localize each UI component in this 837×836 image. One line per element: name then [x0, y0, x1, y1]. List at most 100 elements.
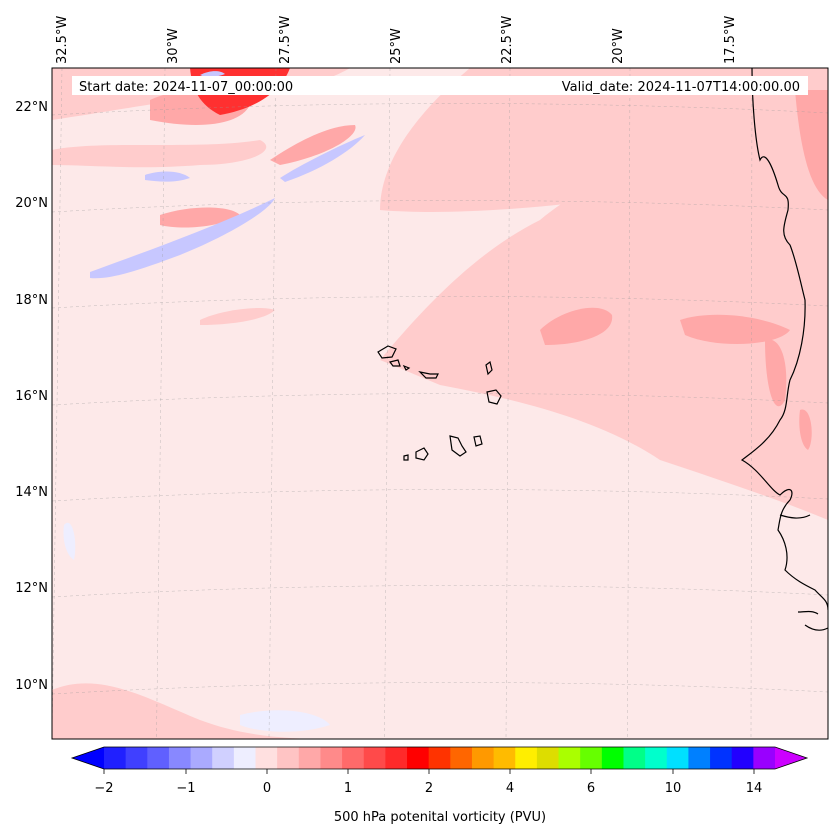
- pv-blob-negative-5: [63, 522, 76, 560]
- africa-coastline: [740, 68, 828, 611]
- lat-label-10n: 10°N: [15, 678, 48, 693]
- parallel-gridline: [52, 585, 828, 598]
- meridian-gridline: [750, 68, 753, 739]
- colorbar-cell: [688, 747, 711, 769]
- colorbar-cell: [645, 747, 668, 769]
- colorbar-cell: [753, 747, 776, 769]
- island-santiago: [449, 435, 467, 457]
- colorbar-cell: [277, 747, 300, 769]
- colorbar-cell: [385, 747, 408, 769]
- colorbar-cell: [666, 747, 689, 769]
- meridian-gridline: [156, 68, 166, 739]
- colorbar-cell: [298, 747, 321, 769]
- colorbar-cell: [623, 747, 646, 769]
- lat-label-18n: 18°N: [15, 293, 48, 308]
- colorbar-cell: [212, 747, 235, 769]
- colorbar: −2 −1 0 1 2 4 6 10 14 500 hPa potenital vorticit…: [70, 746, 809, 825]
- pv-patch-3: [795, 90, 828, 200]
- meridian-gridline: [268, 68, 277, 739]
- parallel-gridline: [52, 393, 828, 406]
- colorbar-min-extension: [72, 747, 104, 769]
- longitude-labels: 32.5°W 30°W 27.5°W 25°W 22.5°W 20°W 17.5…: [55, 16, 738, 64]
- africa-coast-inlet: [779, 514, 828, 631]
- colorbar-cell: [255, 747, 278, 769]
- pv-patch-1: [540, 307, 613, 345]
- parallel-gridline: [52, 296, 828, 309]
- pv-region-east: [380, 68, 828, 520]
- colorbar-tick-label: 14: [746, 781, 763, 796]
- colorbar-cell: [407, 747, 430, 769]
- colorbar-tick-label: 0: [263, 781, 271, 796]
- lon-label-20w: 20°W: [611, 28, 626, 64]
- colorbar-max-extension: [775, 747, 807, 769]
- colorbar-title: 500 hPa potenital vorticity (PVU): [334, 810, 546, 825]
- parallel-gridline: [52, 103, 828, 116]
- colorbar-ticks: −2 −1 0 1 2 4 6 10 14: [94, 769, 762, 796]
- valid-date-label: Valid_date: 2024-11-07T14:00:00.00: [562, 80, 800, 95]
- pv-patch-4: [765, 339, 787, 407]
- start-date-label: Start date: 2024-11-07_00:00:00: [79, 80, 293, 95]
- pv-streak-positive-3: [270, 125, 356, 165]
- lat-label-12n: 12°N: [15, 581, 48, 596]
- lat-label-22n: 22°N: [15, 100, 48, 115]
- colorbar-cell: [580, 747, 603, 769]
- pv-streak-negative-3: [145, 171, 190, 182]
- colorbar-cell: [731, 747, 754, 769]
- island-sao-nicolau: [418, 371, 439, 379]
- lon-label-27.5w: 27.5°W: [278, 16, 293, 64]
- header-box: [72, 76, 808, 95]
- colorbar-cell: [125, 747, 148, 769]
- island-santa-luzia: [402, 364, 411, 371]
- pv-region-south-west: [52, 683, 330, 739]
- lon-label-25w: 25°W: [389, 28, 404, 64]
- pv-streak-negative-4: [200, 71, 225, 78]
- lon-label-32.5w: 32.5°W: [55, 16, 70, 64]
- parallel-gridline: [52, 200, 828, 213]
- gridlines: [52, 68, 828, 739]
- colorbar-tick-label: 2: [425, 781, 433, 796]
- lat-label-16n: 16°N: [15, 389, 48, 404]
- island-boa-vista: [486, 389, 502, 405]
- meridian-gridline: [627, 68, 631, 739]
- colorbar-cell: [428, 747, 451, 769]
- lat-label-20n: 20°N: [15, 196, 48, 211]
- parallel-gridline: [52, 489, 828, 502]
- pv-streak-negative-2: [280, 135, 365, 182]
- latitude-labels: 22°N 20°N 18°N 16°N 14°N 12°N 10°N: [15, 100, 48, 693]
- pv-streak-negative-1: [90, 198, 275, 279]
- colorbar-tick-label: 6: [587, 781, 595, 796]
- map-panel: Start date: 2024-11-07_00:00:00 Valid_da…: [52, 68, 828, 739]
- colorbar-tick-label: −1: [176, 781, 195, 796]
- lon-label-22.5w: 22.5°W: [500, 16, 515, 64]
- colorbar-cell: [342, 747, 365, 769]
- colorbar-cell: [536, 747, 560, 769]
- colorbar-cell: [168, 747, 192, 769]
- pv-patch-2: [680, 314, 790, 345]
- island-santo-antao: [377, 345, 397, 359]
- colorbar-cell: [710, 747, 733, 769]
- colorbar-cell: [515, 747, 538, 769]
- pv-region-northeast: [380, 68, 828, 212]
- colorbar-cell: [320, 747, 343, 769]
- meridian-gridline: [384, 68, 391, 739]
- colorbar-cell: [493, 747, 516, 769]
- colorbar-cell: [104, 747, 127, 769]
- colorbar-cells: [104, 747, 776, 769]
- pv-patch-5: [799, 409, 812, 450]
- lat-label-14n: 14°N: [15, 485, 48, 500]
- colorbar-cell: [190, 747, 213, 769]
- cape-verde-islands: [377, 345, 502, 461]
- pv-streak-positive-5: [200, 308, 275, 325]
- colorbar-tick-label: 4: [506, 781, 514, 796]
- island-brava: [403, 454, 409, 461]
- parallel-gridline: [52, 682, 828, 695]
- map-frame: [51, 67, 829, 740]
- lon-label-17.5w: 17.5°W: [723, 16, 738, 64]
- colorbar-cell: [233, 747, 257, 769]
- colorbar-cell: [363, 747, 386, 769]
- colorbar-tick-label: −2: [94, 781, 113, 796]
- colorbar-cell: [558, 747, 581, 769]
- lon-label-30w: 30°W: [166, 28, 181, 64]
- colorbar-cell: [471, 747, 495, 769]
